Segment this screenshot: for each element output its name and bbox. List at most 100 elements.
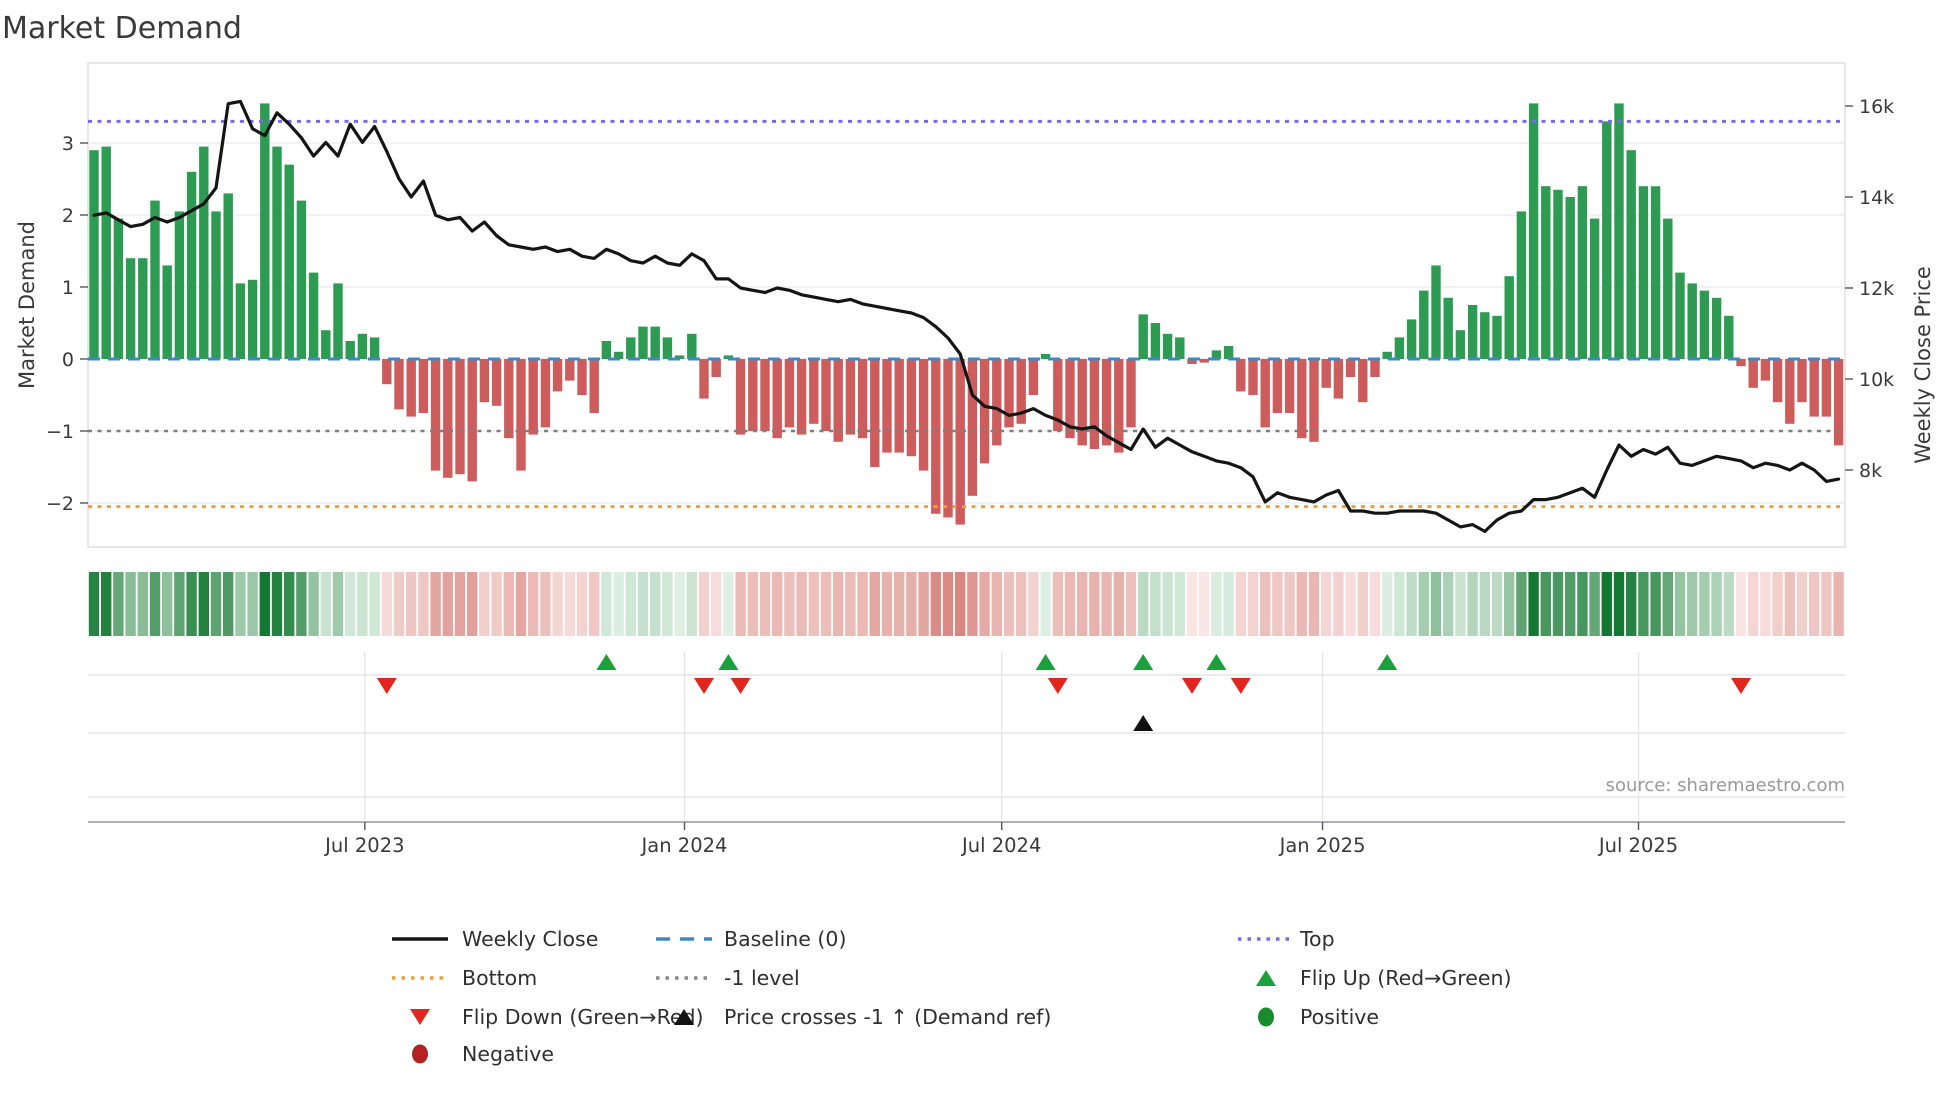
demand-bar-negative [833,359,843,442]
demand-bar-negative [894,359,904,453]
heatmap-cell [686,572,697,636]
demand-bar-positive [113,218,124,359]
demand-bar-negative [748,359,758,431]
flip-up-marker [718,654,739,670]
demand-bar-negative [1760,359,1771,381]
heatmap-cell [88,572,100,636]
flip-down-marker [730,678,751,694]
heatmap-cell [881,572,893,636]
heatmap-cell [528,572,539,636]
weekly-close-path [92,99,1841,534]
demand-bar-negative [918,359,929,471]
demand-bar-positive [662,337,673,359]
demand-bar-negative [979,359,990,464]
weekly-close-line [92,99,1841,534]
heatmap-cell [784,572,795,636]
heatmap-cell [674,572,685,636]
demand-bar-positive [1687,283,1697,359]
demand-bar-negative [967,359,978,496]
demand-bar-negative [1053,359,1063,431]
demand-bars [89,103,1844,525]
heatmap-cell [967,572,978,636]
heatmap-cell [1394,572,1405,636]
demand-bar-positive [89,150,99,359]
heatmap-cell [1382,572,1393,636]
heatmap-cell [991,572,1002,636]
heatmap-cell [1016,572,1027,636]
demand-bar-negative [809,359,819,424]
heatmap-cell [1687,572,1698,636]
demand-bar-negative [1126,359,1136,428]
heatmap-cell [284,572,295,636]
demand-bar-positive [1589,218,1600,359]
heatmap-cell [601,572,612,636]
demand-bar-positive [1638,186,1649,359]
demand-bar-negative [992,359,1002,446]
demand-bar-negative [1785,359,1795,424]
demand-bar-positive [333,283,343,359]
heatmap-cell [759,572,771,636]
demand-bar-positive [650,326,660,359]
source-credit: source: sharemaestro.com [1606,775,1845,796]
demand-bar-positive [321,330,331,359]
heatmap-cell [918,572,929,636]
heatmap-cell [1467,572,1478,636]
heatmap-cell [564,572,575,636]
flip-up-marker [596,654,617,670]
heatmap-cell [613,572,624,636]
heatmap-cell [1260,572,1271,636]
heatmap-cell [1125,572,1137,636]
heatmap-cell [1601,572,1612,636]
demand-bar-positive [1577,186,1588,359]
demand-bar-negative [1028,359,1039,395]
demand-bar-negative [699,359,709,399]
heatmap-cell [101,572,112,636]
demand-bar-negative [906,359,917,457]
demand-bar-positive [296,200,307,359]
heatmap-cell [1296,572,1307,636]
demand-bar-negative [479,359,490,403]
legend: Weekly Close Bottom Flip Down (Green→Red) N… [392,927,1511,1066]
heatmap-cell [1308,572,1320,636]
flip-down-marker [1731,678,1751,694]
demand-bar-positive [1211,350,1222,359]
heatmap-cell [235,572,246,636]
heatmap-cell [442,572,453,636]
threshold-lines [88,119,1845,509]
demand-bar-positive [1553,189,1563,359]
heatmap-cell [149,572,161,636]
legend-label: Price crosses -1 ↑ (Demand ref) [724,1005,1051,1029]
flip-down-marker [376,678,397,694]
heatmap-cell [479,572,490,636]
heatmap-cell [1516,572,1527,636]
heatmap-cell [955,572,966,636]
demand-bar-negative [955,359,965,525]
demand-bar-positive [1492,315,1502,359]
heatmap-cell [296,572,307,636]
demand-bar-negative [1077,359,1087,446]
heatmap-cell [845,572,856,636]
legend-label: Baseline (0) [724,927,846,951]
right-axis-label: Weekly Close Price [1911,266,1935,464]
demand-bar-negative [430,359,441,471]
demand-bar-positive [1724,315,1734,359]
demand-bar-positive [186,171,197,359]
demand-bar-negative [1736,359,1746,367]
heatmap-cell [1003,572,1015,636]
demand-bar-positive [369,337,380,359]
heatmap-cell [1174,572,1185,636]
heatmap-cell [1369,572,1381,636]
demand-bar-negative [857,359,868,439]
heatmap-cell [808,572,819,636]
demand-bar-positive [345,341,355,359]
heatmap-cell [1418,572,1429,636]
heatmap-cell [1540,572,1551,636]
heatmap-cell [1040,572,1051,636]
demand-bar-positive [1443,297,1453,359]
heatmap-cell [1430,572,1442,636]
heatmap-cell [1711,572,1722,636]
demand-bar-negative [796,359,807,435]
demand-bar-positive [138,258,148,359]
demand-bar-negative [1358,359,1368,403]
heatmap-cell [381,572,392,636]
